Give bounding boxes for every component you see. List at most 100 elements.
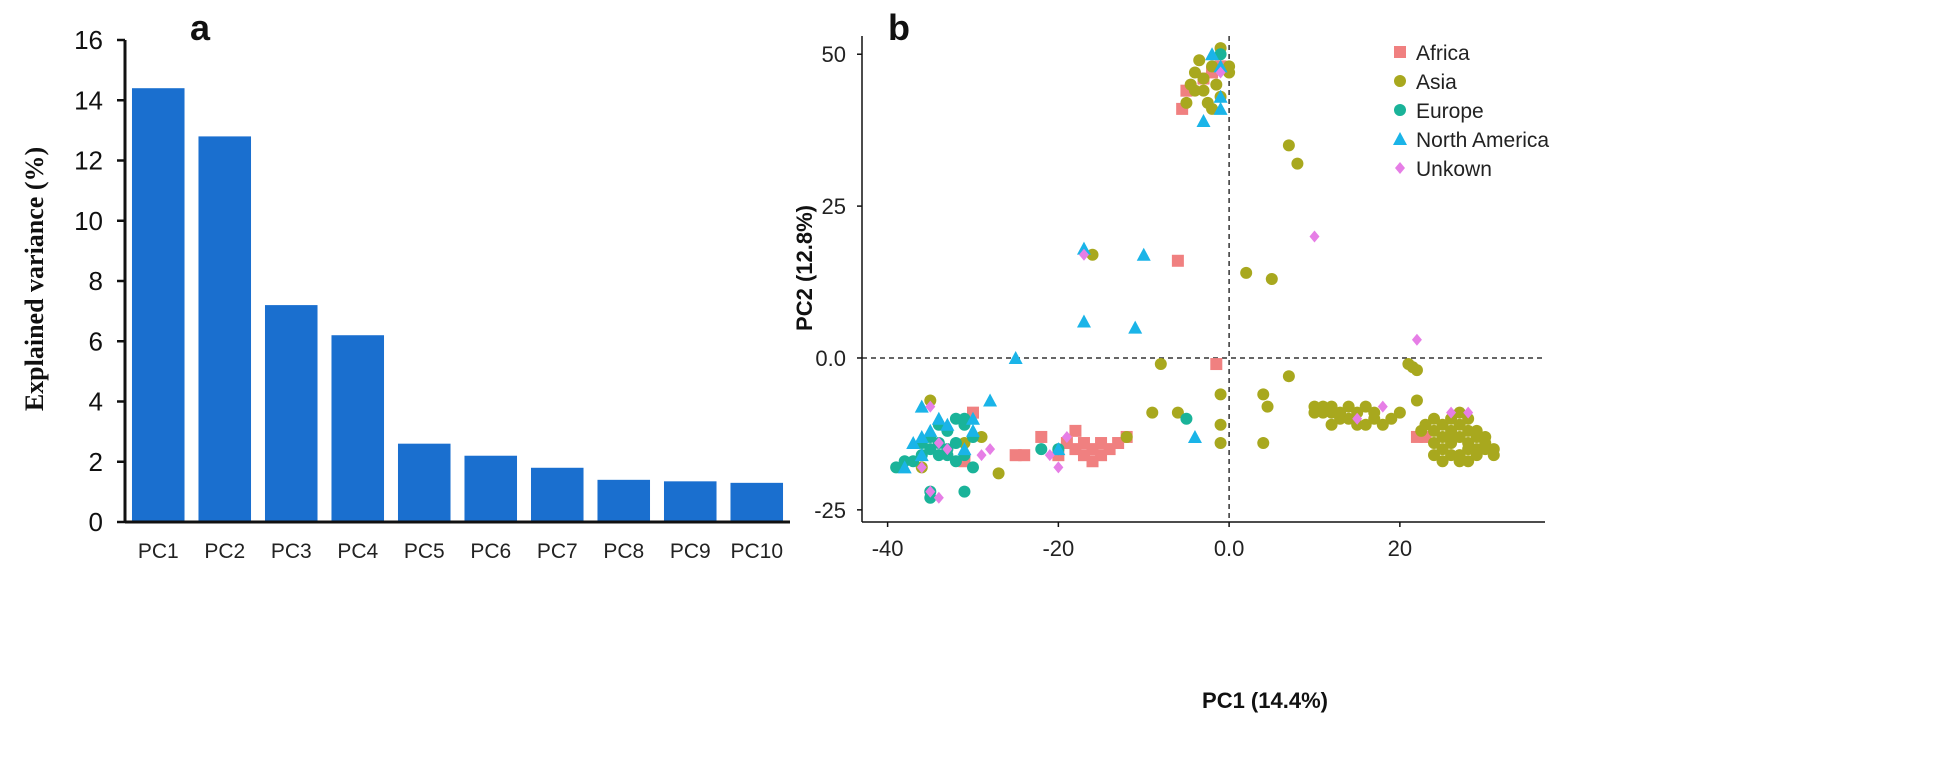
point-asia <box>1188 66 1201 79</box>
point-asia <box>1436 418 1449 431</box>
point-unkown <box>942 443 953 456</box>
legend-label-europe: Europe <box>1416 100 1484 123</box>
point-asia <box>1325 418 1338 431</box>
y-tick-label: 6 <box>89 326 103 356</box>
point-asia <box>1193 54 1206 67</box>
point-asia <box>1265 273 1278 285</box>
bar-pc9 <box>663 481 717 522</box>
panel-b-scatter-plot: b PC2 (12.8%) PC1 (14.4%) 50 25 0.0 -25 -40… <box>792 7 1549 713</box>
point-asia <box>1214 418 1227 431</box>
point-asia <box>1453 455 1466 468</box>
point-asia <box>1359 400 1372 413</box>
bar-pc6 <box>464 455 518 522</box>
point-unkown <box>925 485 936 498</box>
point-asia <box>1282 139 1295 152</box>
point-asia <box>1257 388 1270 401</box>
legend-marker-africa <box>1394 46 1406 58</box>
point-asia <box>1428 412 1441 425</box>
point-unkown <box>1352 412 1363 425</box>
y-tick-label: 8 <box>89 266 103 296</box>
point-africa <box>1095 449 1108 462</box>
point-asia <box>1317 400 1330 413</box>
point-north-america <box>1076 241 1091 255</box>
point-asia <box>1406 361 1419 374</box>
y-tick-label: 14 <box>74 85 103 115</box>
bar-pc1 <box>131 88 185 522</box>
point-asia <box>1188 84 1201 97</box>
point-asia <box>1359 418 1372 431</box>
point-asia <box>1214 388 1227 401</box>
panel-b-label: b <box>888 7 910 48</box>
point-asia <box>1171 406 1184 419</box>
point-north-america <box>914 399 929 413</box>
point-africa <box>1060 437 1073 450</box>
point-asia <box>1120 430 1133 443</box>
point-europe <box>1214 48 1227 61</box>
point-africa <box>1009 449 1022 462</box>
point-asia <box>1385 412 1398 425</box>
point-unkown <box>925 400 936 413</box>
point-asia <box>1240 266 1253 279</box>
point-asia <box>1436 430 1449 443</box>
x-tick-label-pc7: PC7 <box>537 540 578 563</box>
point-north-america <box>1187 429 1202 443</box>
point-europe <box>932 449 945 462</box>
point-asia <box>1180 96 1193 109</box>
point-asia <box>1479 430 1492 443</box>
point-asia <box>1308 406 1321 419</box>
x-tick-label-pc10: PC10 <box>730 540 783 563</box>
point-asia <box>1334 406 1347 419</box>
panel-a-bar-chart: a Explained variance (%) 0 2 4 6 8 10 12 14 16 P… <box>20 7 790 563</box>
x-tick-label-pc5: PC5 <box>404 540 445 563</box>
point-asia <box>1428 424 1441 437</box>
point-asia <box>1470 449 1483 462</box>
legend-marker-north-america <box>1393 132 1407 145</box>
point-asia <box>1201 96 1214 109</box>
y-tick-label: 4 <box>89 387 103 417</box>
bar-pc4 <box>331 335 385 522</box>
point-europe <box>1035 443 1048 456</box>
point-asia <box>1462 443 1475 456</box>
point-europe <box>949 437 962 450</box>
point-asia <box>1428 437 1441 450</box>
point-north-america <box>965 423 980 437</box>
x-tick-label: 20 <box>1388 536 1412 561</box>
point-asia <box>1206 60 1219 73</box>
point-asia <box>1210 78 1223 91</box>
point-north-america <box>965 411 980 425</box>
point-asia <box>1197 72 1210 85</box>
point-asia <box>1462 412 1475 425</box>
point-unkown <box>916 461 927 474</box>
bar-pc10 <box>730 482 784 522</box>
point-north-america <box>1196 114 1211 128</box>
x-tick-label-pc9: PC9 <box>670 540 711 563</box>
legend-label-unkown: Unkown <box>1416 158 1492 181</box>
point-unkown <box>1463 406 1474 419</box>
x-tick-label: -40 <box>872 536 904 561</box>
point-unkown <box>1053 461 1064 474</box>
point-europe <box>890 461 903 474</box>
point-north-america <box>1008 350 1023 364</box>
point-north-america <box>923 423 938 437</box>
point-asia <box>1428 449 1441 462</box>
x-tick-label-pc4: PC4 <box>337 540 378 563</box>
point-asia <box>1453 418 1466 431</box>
point-unkown <box>1446 406 1457 419</box>
point-africa <box>1035 430 1048 443</box>
point-unkown <box>985 443 996 456</box>
point-north-america <box>1205 47 1220 61</box>
x-tick-label-pc8: PC8 <box>603 540 644 563</box>
point-north-america <box>906 436 921 450</box>
point-asia <box>1376 418 1389 431</box>
point-unkown <box>1215 66 1226 79</box>
x-tick-label-pc1: PC1 <box>138 540 179 563</box>
point-asia <box>975 430 988 443</box>
panel-a-label: a <box>190 7 211 48</box>
point-asia <box>1291 157 1304 170</box>
point-asia <box>1462 424 1475 437</box>
point-asia <box>1154 358 1167 371</box>
point-asia <box>924 394 937 407</box>
point-north-america <box>931 411 946 425</box>
point-europe <box>924 491 937 504</box>
